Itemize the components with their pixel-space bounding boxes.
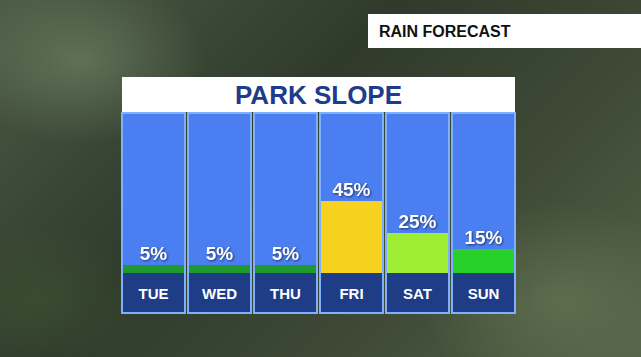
category-label: WED <box>202 285 237 302</box>
bar <box>123 265 184 273</box>
category-band <box>189 273 250 312</box>
column-frame <box>188 113 251 313</box>
bar <box>453 249 514 273</box>
bars <box>123 201 514 273</box>
data-label: 25% <box>398 211 436 232</box>
category-label: TUE <box>139 285 169 302</box>
category-band <box>255 273 316 312</box>
column-frame <box>386 113 449 313</box>
category-band <box>387 273 448 312</box>
bar <box>189 265 250 273</box>
category-band <box>453 273 514 312</box>
data-label: 45% <box>332 179 370 200</box>
data-label: 5% <box>206 243 234 264</box>
title: PARK SLOPE <box>235 80 402 110</box>
category-band <box>123 273 184 312</box>
bar <box>387 233 448 273</box>
column-frame <box>254 113 317 313</box>
bar <box>255 265 316 273</box>
title-box <box>122 77 515 112</box>
column-frame <box>320 113 383 313</box>
subtitle-box <box>368 14 641 48</box>
bar <box>321 201 382 273</box>
category-band <box>321 273 382 312</box>
category-label: SUN <box>468 285 500 302</box>
column-frame <box>452 113 515 313</box>
data-label: 15% <box>464 227 502 248</box>
column-frame <box>122 113 185 313</box>
category-label: THU <box>270 285 301 302</box>
data-label: 5% <box>140 243 168 264</box>
subtitle: RAIN FORECAST <box>379 23 511 40</box>
labels: 5% 5% 5% 45% 25% 15% <box>140 179 503 264</box>
category-label: SAT <box>403 285 432 302</box>
data-label: 5% <box>272 243 300 264</box>
category-label: FRI <box>339 285 363 302</box>
chart: RAIN FORECAST PARK SLOPE 5% 5% 5% 45% 25% 15% TU… <box>0 0 641 357</box>
